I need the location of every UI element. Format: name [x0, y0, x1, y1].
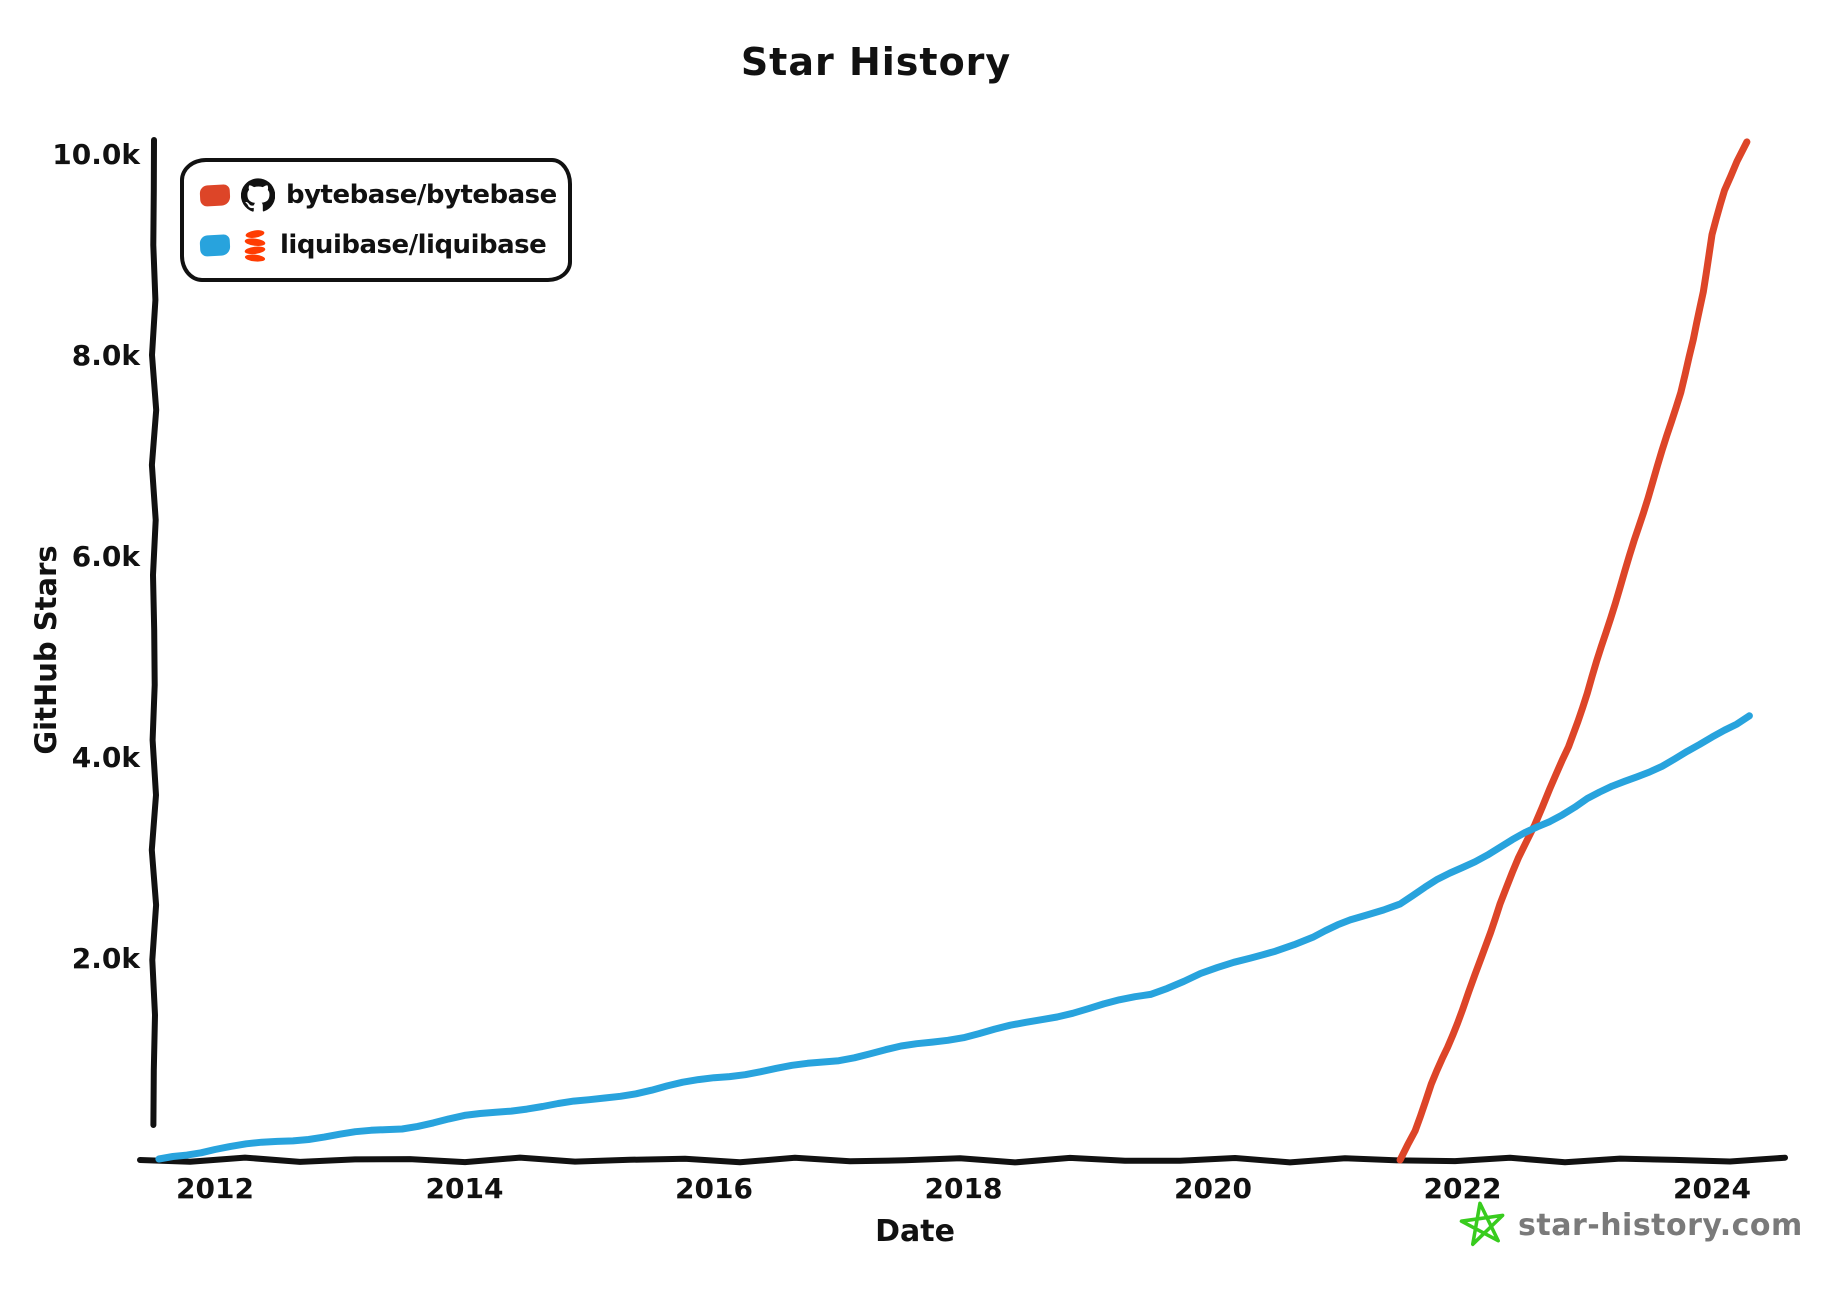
github-logo-icon — [241, 178, 275, 212]
x-axis-title: Date — [875, 1214, 955, 1249]
liquibase-logo-icon — [241, 229, 269, 262]
legend-item-bytebase: bytebase/bytebase — [199, 174, 558, 216]
star-icon — [1455, 1197, 1511, 1253]
bytebase-color-swatch — [199, 183, 231, 207]
legend-item-liquibase: liquibase/liquibase — [199, 224, 558, 266]
legend-label-bytebase: bytebase/bytebase — [286, 180, 557, 210]
y-axis-line — [148, 137, 160, 1128]
series-line-liquibase — [155, 712, 1753, 1163]
chart-title: Star History — [740, 40, 1012, 84]
watermark-text: star-history.com — [1518, 1207, 1803, 1243]
legend-label-liquibase: liquibase/liquibase — [280, 230, 547, 260]
liquibase-color-swatch — [199, 233, 231, 257]
series-line-bytebase — [1396, 138, 1751, 1164]
x-axis-line — [137, 1154, 1788, 1166]
legend: bytebase/bytebase liquibase/liquibase — [180, 158, 572, 282]
y-axis-title: GitHub Stars — [29, 545, 63, 755]
watermark: star-history.com — [1458, 1200, 1803, 1250]
